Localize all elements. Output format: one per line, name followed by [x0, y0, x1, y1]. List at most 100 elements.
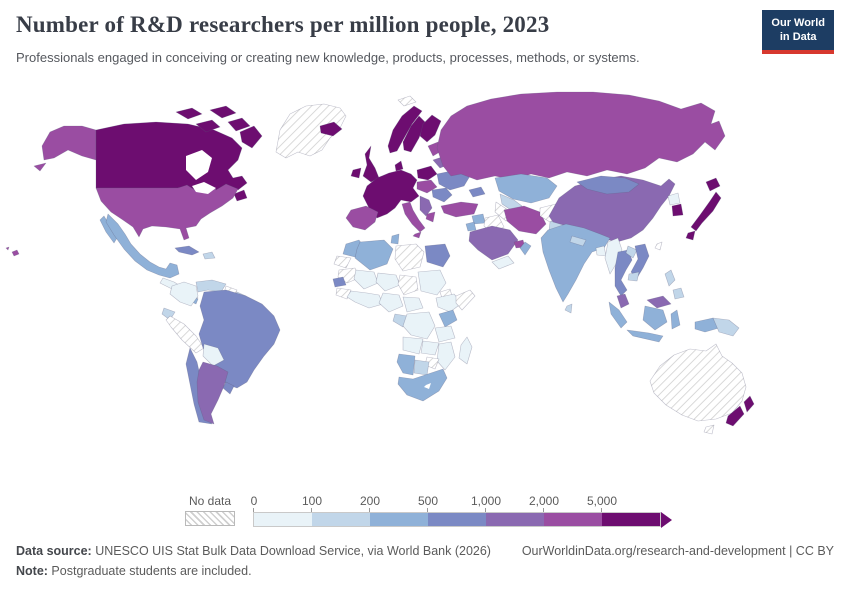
attribution-link[interactable]: OurWorldinData.org/research-and-developm…	[521, 544, 834, 558]
legend-bin-500-1,000[interactable]	[428, 513, 486, 526]
country-newfoundland[interactable]	[233, 189, 248, 202]
country-uk[interactable]	[362, 145, 380, 183]
country-argentina[interactable]	[196, 361, 229, 425]
country-peru[interactable]	[165, 315, 205, 354]
country-ethiopia[interactable]	[435, 293, 463, 313]
legend-bin-2,000-5,000[interactable]	[544, 513, 602, 526]
country-alaska[interactable]	[41, 125, 97, 161]
country-gabon-congo[interactable]	[392, 313, 408, 328]
country-guinea[interactable]	[335, 287, 352, 300]
country-saudi-arabia[interactable]	[468, 225, 519, 261]
country-bolivia[interactable]	[202, 343, 225, 367]
legend-bin-100-200[interactable]	[312, 513, 370, 526]
country-west-africa[interactable]	[346, 290, 384, 309]
country-libya[interactable]	[394, 243, 425, 272]
country-thailand[interactable]	[614, 249, 633, 297]
legend-bin-1,000-2,000[interactable]	[486, 513, 544, 526]
country-kazakhstan[interactable]	[494, 173, 558, 204]
country-brazil[interactable]	[198, 289, 281, 389]
country-mongolia[interactable]	[576, 175, 640, 195]
country-yemen[interactable]	[491, 255, 515, 270]
country-balkans[interactable]	[419, 195, 433, 217]
country-iran[interactable]	[503, 205, 547, 235]
country-caucasus[interactable]	[468, 186, 486, 198]
country-taiwan[interactable]	[654, 241, 663, 251]
country-nigeria[interactable]	[378, 292, 404, 313]
legend-bin-200-500[interactable]	[370, 513, 428, 526]
country-zambia[interactable]	[420, 340, 440, 356]
country-western-sahara[interactable]	[333, 255, 352, 269]
country-botswana[interactable]	[413, 359, 430, 376]
country-canada-arctic[interactable]	[195, 119, 221, 133]
country-mexico[interactable]	[105, 213, 180, 279]
country-japan-honshu[interactable]	[690, 191, 722, 232]
country-vietnam[interactable]	[630, 243, 650, 279]
country-iberia[interactable]	[345, 205, 379, 231]
country-australia[interactable]	[649, 343, 747, 422]
country-namibia[interactable]	[396, 353, 416, 376]
legend-no-data-swatch[interactable]	[185, 511, 235, 526]
country-tanzania[interactable]	[434, 325, 456, 343]
country-iceland[interactable]	[319, 121, 343, 137]
country-colombia[interactable]	[169, 281, 199, 307]
legend-bin-0-100[interactable]	[254, 513, 312, 526]
country-romania-bulgaria[interactable]	[431, 187, 453, 203]
country-canada-arctic[interactable]	[209, 105, 237, 119]
country-norway[interactable]	[387, 105, 423, 154]
country-poland[interactable]	[416, 165, 438, 181]
country-turkey[interactable]	[440, 201, 479, 218]
country-niger[interactable]	[375, 272, 401, 292]
country-north-korea[interactable]	[667, 192, 681, 206]
country-kalimantan[interactable]	[642, 305, 668, 331]
country-south-africa[interactable]	[397, 368, 448, 402]
legend-bin-5,000+[interactable]	[602, 513, 660, 526]
country-tunisia[interactable]	[390, 233, 400, 245]
country-south-korea[interactable]	[671, 203, 684, 217]
country-malaysia-borneo[interactable]	[646, 295, 672, 309]
country-svalbard[interactable]	[397, 95, 417, 107]
country-papua-new-guinea[interactable]	[712, 317, 740, 337]
country-bangladesh[interactable]	[595, 245, 607, 257]
country-jordan-israel[interactable]	[465, 221, 477, 232]
country-greenland[interactable]	[275, 103, 347, 159]
country-sri-lanka[interactable]	[564, 303, 573, 314]
country-mozambique[interactable]	[436, 341, 456, 371]
country-nz-south[interactable]	[725, 405, 745, 427]
country-cuba[interactable]	[174, 245, 200, 256]
legend-no-data[interactable]: No data	[185, 494, 235, 526]
country-canada[interactable]	[95, 121, 248, 193]
country-papua-west[interactable]	[694, 317, 720, 333]
country-algeria[interactable]	[354, 239, 394, 271]
country-japan-kyushu[interactable]	[685, 230, 696, 241]
country-ireland[interactable]	[350, 167, 362, 179]
country-italy[interactable]	[401, 201, 426, 233]
country-angola[interactable]	[402, 336, 424, 355]
country-nepal[interactable]	[569, 235, 587, 247]
country-mindanao[interactable]	[672, 287, 685, 300]
country-nz-north[interactable]	[743, 395, 755, 413]
country-japan-hokkaido[interactable]	[705, 177, 721, 192]
country-somalia[interactable]	[455, 289, 476, 311]
country-java[interactable]	[626, 329, 664, 343]
country-laos[interactable]	[625, 245, 638, 259]
country-aleutians[interactable]	[33, 162, 47, 172]
country-sudan[interactable]	[417, 269, 447, 296]
country-sumatra[interactable]	[608, 301, 628, 329]
country-uruguay[interactable]	[222, 381, 235, 395]
country-chad[interactable]	[397, 274, 419, 296]
country-hawaii[interactable]	[5, 246, 10, 251]
country-canada-arctic[interactable]	[227, 117, 251, 132]
country-senegal[interactable]	[332, 276, 347, 288]
country-cameroon[interactable]	[402, 296, 424, 313]
country-sulawesi[interactable]	[670, 309, 681, 330]
country-madagascar[interactable]	[458, 336, 473, 365]
country-hispaniola[interactable]	[202, 251, 216, 260]
country-finland[interactable]	[419, 114, 442, 143]
owid-logo[interactable]: Our World in Data	[762, 10, 834, 54]
country-sicily[interactable]	[412, 231, 422, 239]
country-russia[interactable]	[436, 91, 726, 181]
country-india[interactable]	[540, 223, 611, 303]
country-egypt[interactable]	[424, 243, 451, 268]
country-mali[interactable]	[353, 269, 379, 290]
country-cambodia[interactable]	[627, 271, 640, 282]
